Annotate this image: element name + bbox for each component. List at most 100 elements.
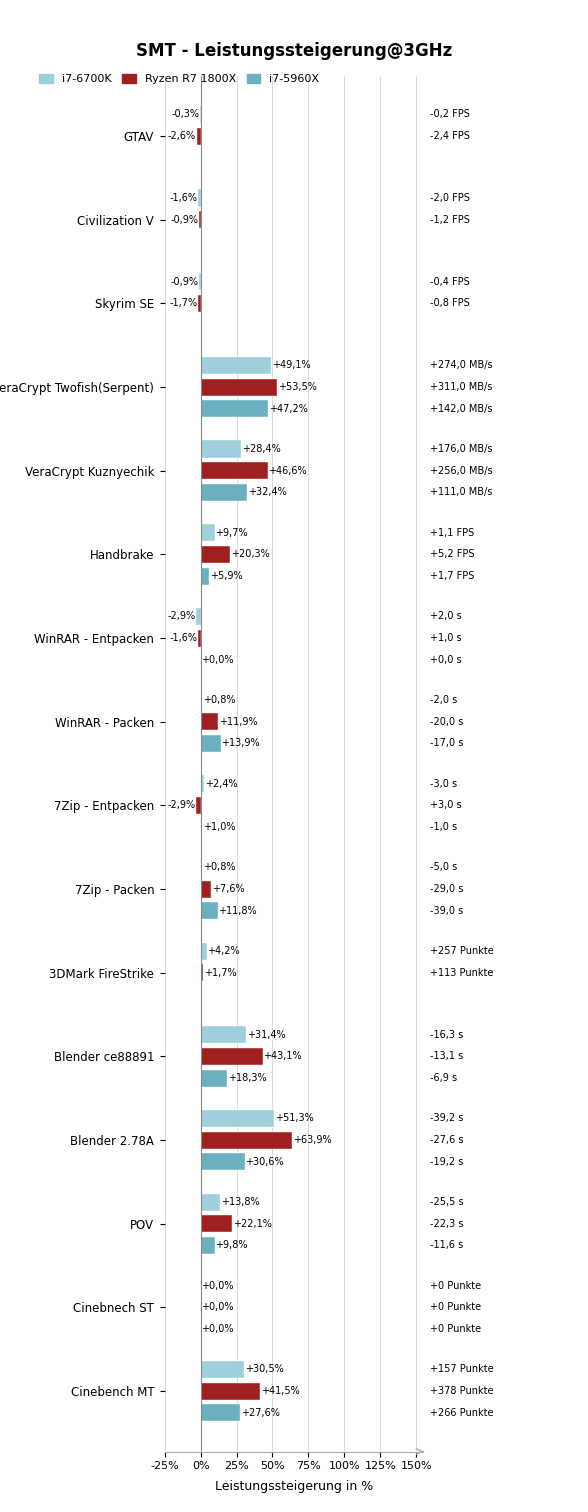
Text: +0,0%: +0,0% xyxy=(202,1325,234,1334)
Text: -1,7%: -1,7% xyxy=(169,298,197,308)
Text: -2,4 FPS: -2,4 FPS xyxy=(430,132,470,141)
Text: +9,7%: +9,7% xyxy=(215,528,248,538)
Text: +1,7%: +1,7% xyxy=(204,968,236,978)
Bar xyxy=(201,818,202,836)
Bar xyxy=(196,608,201,624)
Text: +32,4%: +32,4% xyxy=(248,487,287,497)
Text: +0 Punkte: +0 Punkte xyxy=(430,1302,482,1312)
Text: +1,1 FPS: +1,1 FPS xyxy=(430,528,475,538)
Text: +142,0 MB/s: +142,0 MB/s xyxy=(430,404,493,414)
Text: -2,0 s: -2,0 s xyxy=(430,696,457,705)
Text: +0 Punkte: +0 Punkte xyxy=(430,1281,482,1291)
Bar xyxy=(201,1131,292,1149)
Text: +18,3%: +18,3% xyxy=(228,1074,266,1083)
Text: -1,2 FPS: -1,2 FPS xyxy=(430,215,470,225)
Bar xyxy=(201,1069,227,1087)
Text: -25,5 s: -25,5 s xyxy=(430,1198,464,1207)
Text: +311,0 MB/s: +311,0 MB/s xyxy=(430,383,493,392)
Text: -2,9%: -2,9% xyxy=(168,611,196,621)
Text: +257 Punkte: +257 Punkte xyxy=(430,947,494,956)
Text: -22,3 s: -22,3 s xyxy=(430,1219,464,1229)
Bar xyxy=(201,1216,232,1232)
Text: -17,0 s: -17,0 s xyxy=(430,738,464,748)
Text: -5,0 s: -5,0 s xyxy=(430,862,457,872)
Text: +0 Punkte: +0 Punkte xyxy=(430,1325,482,1334)
Text: SMT - Leistungssteigerung@3GHz: SMT - Leistungssteigerung@3GHz xyxy=(136,42,452,60)
Bar xyxy=(201,1154,245,1170)
Text: -27,6 s: -27,6 s xyxy=(430,1136,464,1145)
Text: -0,4 FPS: -0,4 FPS xyxy=(430,277,470,287)
Text: -16,3 s: -16,3 s xyxy=(430,1030,463,1040)
Text: -29,0 s: -29,0 s xyxy=(430,885,464,894)
Text: -13,1 s: -13,1 s xyxy=(430,1051,463,1061)
Bar xyxy=(201,567,209,585)
Bar xyxy=(198,295,201,311)
Text: +41,5%: +41,5% xyxy=(261,1387,300,1396)
Text: +0,8%: +0,8% xyxy=(203,862,235,872)
Text: +4,2%: +4,2% xyxy=(208,947,240,956)
Text: -1,6%: -1,6% xyxy=(169,634,198,643)
Text: +0,0%: +0,0% xyxy=(202,1302,234,1312)
Bar xyxy=(201,942,206,960)
Bar xyxy=(201,1048,262,1064)
Text: +51,3%: +51,3% xyxy=(275,1113,314,1123)
Text: +5,2 FPS: +5,2 FPS xyxy=(430,549,475,559)
Text: +13,8%: +13,8% xyxy=(221,1198,260,1207)
Bar xyxy=(201,903,218,919)
Text: -39,0 s: -39,0 s xyxy=(430,906,463,916)
Text: +176,0 MB/s: +176,0 MB/s xyxy=(430,445,493,454)
Text: +7,6%: +7,6% xyxy=(212,885,245,894)
Text: +63,9%: +63,9% xyxy=(293,1136,332,1145)
Bar xyxy=(201,859,202,875)
Bar xyxy=(201,965,203,981)
Bar xyxy=(201,714,218,730)
Bar xyxy=(201,484,247,500)
Bar xyxy=(201,1237,215,1253)
Bar xyxy=(201,525,215,541)
Bar xyxy=(198,189,201,207)
Text: +0,0 s: +0,0 s xyxy=(430,655,462,665)
Text: +1,0 s: +1,0 s xyxy=(430,634,462,643)
Text: -2,6%: -2,6% xyxy=(168,132,196,141)
Text: -2,0 FPS: -2,0 FPS xyxy=(430,194,470,203)
Bar xyxy=(201,357,271,373)
Bar xyxy=(201,776,204,792)
Bar xyxy=(201,546,230,562)
Bar xyxy=(201,735,220,751)
Text: +1,7 FPS: +1,7 FPS xyxy=(430,572,475,581)
Text: +266 Punkte: +266 Punkte xyxy=(430,1408,494,1418)
Text: +5,9%: +5,9% xyxy=(210,572,242,581)
Text: -1,6%: -1,6% xyxy=(169,194,198,203)
Text: +47,2%: +47,2% xyxy=(269,404,308,414)
Text: -6,9 s: -6,9 s xyxy=(430,1074,457,1083)
Text: +378 Punkte: +378 Punkte xyxy=(430,1387,494,1396)
Text: +3,0 s: +3,0 s xyxy=(430,800,462,810)
Text: -11,6 s: -11,6 s xyxy=(430,1240,463,1250)
Text: +0,0%: +0,0% xyxy=(202,655,234,665)
Text: -2,9%: -2,9% xyxy=(168,800,196,810)
Bar xyxy=(201,440,242,458)
Text: +274,0 MB/s: +274,0 MB/s xyxy=(430,360,493,370)
Text: -39,2 s: -39,2 s xyxy=(430,1113,464,1123)
Text: +46,6%: +46,6% xyxy=(268,466,307,476)
Bar xyxy=(201,463,268,479)
Bar xyxy=(201,1361,245,1377)
X-axis label: Leistungssteigerung in %: Leistungssteigerung in % xyxy=(215,1480,373,1492)
Text: +157 Punkte: +157 Punkte xyxy=(430,1364,494,1374)
Legend: i7-6700K, Ryzen R7 1800X, i7-5960X: i7-6700K, Ryzen R7 1800X, i7-5960X xyxy=(35,70,323,88)
Bar xyxy=(201,1110,275,1126)
Bar xyxy=(198,629,201,647)
Text: +0,0%: +0,0% xyxy=(202,1281,234,1291)
Text: +28,4%: +28,4% xyxy=(242,445,281,454)
Text: +53,5%: +53,5% xyxy=(278,383,317,392)
Bar xyxy=(201,378,278,396)
Text: +9,8%: +9,8% xyxy=(216,1240,248,1250)
Text: +13,9%: +13,9% xyxy=(222,738,260,748)
Bar xyxy=(201,1382,260,1400)
Text: +113 Punkte: +113 Punkte xyxy=(430,968,494,978)
Text: +31,4%: +31,4% xyxy=(246,1030,285,1040)
Text: +30,6%: +30,6% xyxy=(245,1157,284,1167)
Text: +27,6%: +27,6% xyxy=(241,1408,280,1418)
Text: +256,0 MB/s: +256,0 MB/s xyxy=(430,466,493,476)
Text: +49,1%: +49,1% xyxy=(272,360,310,370)
